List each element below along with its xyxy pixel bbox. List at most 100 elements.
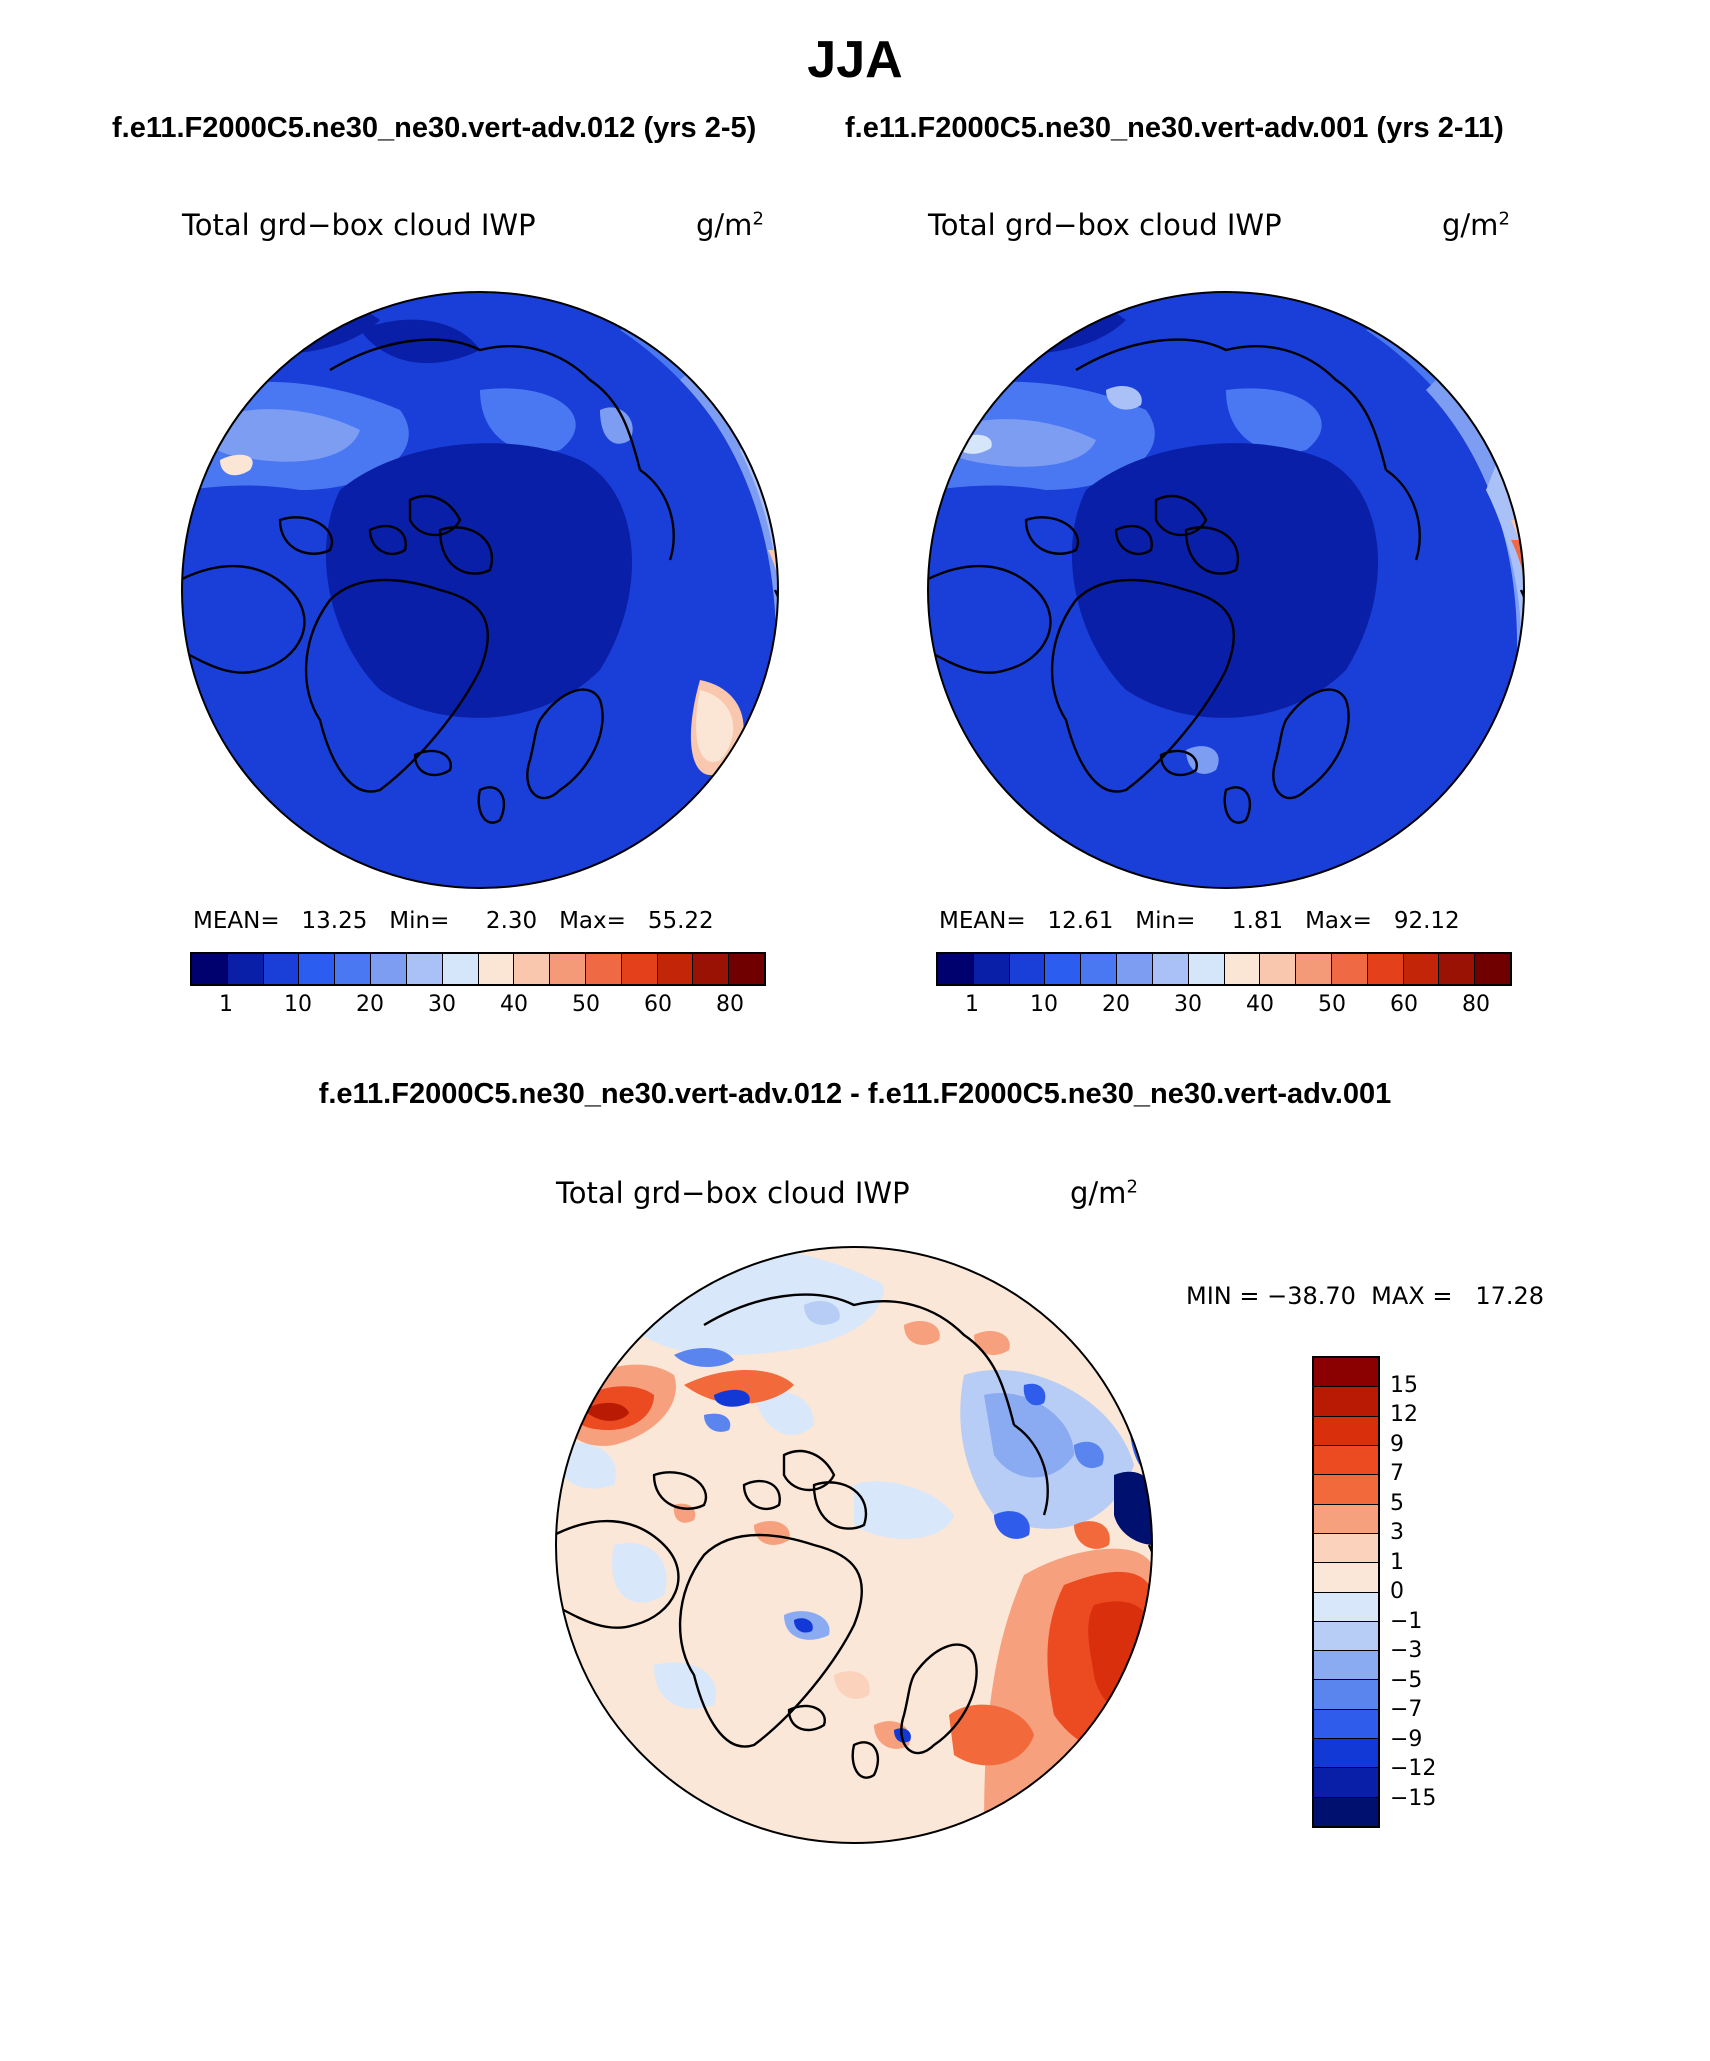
panel2-units-label: g/m2 [1442, 208, 1510, 242]
panel3-colorbar-tick-label: 1 [1390, 1549, 1404, 1575]
panel1-map [181, 291, 779, 889]
panel3-colorbar-tick-label: 12 [1390, 1402, 1418, 1427]
panel2-colorbar-swatch [1116, 954, 1152, 984]
panel3-colorbar-tick-label: −5 [1390, 1667, 1423, 1693]
diff-title: f.e11.F2000C5.ne30_ne30.vert-adv.012 - f… [318, 1078, 1392, 1110]
panel1-variable-label: Total grd−box cloud IWP [182, 208, 536, 242]
panel1-colorbar-tick-label: 50 [572, 992, 600, 1017]
panel2-colorbar-swatch [1044, 954, 1081, 984]
panel2-colorbar-tick-label: 80 [1462, 992, 1490, 1017]
panel1-colorbar-swatch [441, 954, 478, 984]
panel3-colorbar-swatch [1314, 1358, 1378, 1387]
panel2-colorbar-swatch [1295, 954, 1331, 984]
panel2-colorbar-tick-label: 10 [1030, 992, 1058, 1017]
panel2-colorbar-swatch [972, 954, 1009, 984]
panel2-colorbar-tick-label: 1 [965, 992, 979, 1017]
panel1-colorbar-tick-label: 10 [284, 992, 312, 1017]
panel2-colorbar-tick-label: 30 [1174, 992, 1202, 1017]
panel2-colorbar-swatch [1008, 954, 1045, 984]
panel3-colorbar-ticks: 15 12 9 7 5 3 1 0 −1 −3 −5 −7 −9 −12 −15 [1390, 1356, 1470, 1828]
panel3-colorbar-swatch [1314, 1415, 1378, 1445]
panel3-colorbar-tick-label: 15 [1390, 1372, 1418, 1398]
panel1-colorbar-swatch [620, 954, 657, 984]
panel3-colorbar-swatch [1314, 1650, 1378, 1680]
case2-title: f.e11.F2000C5.ne30_ne30.vert-adv.001 (yr… [845, 112, 1504, 144]
panel2-colorbar-tick-label: 40 [1246, 992, 1274, 1017]
panel3-variable-label: Total grd−box cloud IWP [556, 1176, 910, 1210]
panel3-colorbar-swatch [1314, 1386, 1378, 1416]
panel3-colorbar [1312, 1356, 1380, 1828]
panel3-colorbar-tick-label: 9 [1390, 1431, 1404, 1457]
panel1-units-label: g/m2 [696, 208, 764, 242]
panel1-colorbar-tick-label: 60 [644, 992, 672, 1017]
case1-title: f.e11.F2000C5.ne30_ne30.vert-adv.012 (yr… [112, 112, 757, 144]
panel3-colorbar-swatch [1314, 1796, 1378, 1826]
panel3-colorbar-tick-label: −1 [1390, 1608, 1423, 1634]
panel1-colorbar-swatch [226, 954, 263, 984]
panel2-colorbar-swatch [1223, 954, 1260, 984]
panel2-colorbar-swatch [1151, 954, 1188, 984]
panel3-colorbar-tick-label: −12 [1390, 1756, 1437, 1781]
panel2-colorbar-swatch [1259, 954, 1296, 984]
panel1-colorbar-tick-label: 40 [500, 992, 528, 1017]
panel2-map [927, 291, 1525, 889]
panel3-colorbar-swatch [1314, 1562, 1378, 1592]
panel3-colorbar-tick-label: −7 [1390, 1697, 1423, 1722]
panel2-colorbar-swatch [1438, 954, 1475, 984]
panel2-colorbar-swatch [1080, 954, 1117, 984]
panel3-colorbar-swatch [1314, 1767, 1378, 1797]
panel2-colorbar-tick-label: 50 [1318, 992, 1346, 1017]
panel2-colorbar-swatch [1187, 954, 1224, 984]
panel1-colorbar [190, 952, 766, 986]
panel3-colorbar-tick-label: −3 [1390, 1638, 1423, 1663]
panel3-colorbar-swatch [1314, 1591, 1378, 1621]
panel1-colorbar-swatch [405, 954, 442, 984]
panel1-colorbar-swatch [728, 954, 764, 984]
panel3-units-label: g/m2 [1070, 1176, 1138, 1210]
panel3-colorbar-tick-label: −9 [1390, 1726, 1423, 1752]
panel2-colorbar-swatch [1474, 954, 1510, 984]
panel1-colorbar-tick-label: 1 [219, 992, 233, 1017]
panel2-colorbar-swatch [1366, 954, 1403, 984]
panel1-colorbar-swatch [549, 954, 585, 984]
panel3-colorbar-swatch [1314, 1503, 1378, 1533]
panel3-colorbar-swatch [1314, 1444, 1378, 1475]
panel3-colorbar-swatch [1314, 1532, 1378, 1563]
panel3-minmax: MIN = −38.70 MAX = 17.28 [1186, 1282, 1545, 1310]
panel1-colorbar-swatch [334, 954, 371, 984]
panel3-colorbar-tick-label: 0 [1390, 1579, 1404, 1604]
panel2-colorbar-tick-label: 20 [1102, 992, 1130, 1017]
panel2-colorbar-ticks: 1 10 20 30 40 50 60 80 [936, 992, 1512, 1022]
panel2-colorbar-swatch [1402, 954, 1439, 984]
panel1-colorbar-swatch [370, 954, 406, 984]
panel3-colorbar-swatch [1314, 1474, 1378, 1504]
panel1-colorbar-swatch [262, 954, 299, 984]
panel1-colorbar-swatch [477, 954, 514, 984]
panel1-colorbar-swatch [513, 954, 550, 984]
panel2-variable-label: Total grd−box cloud IWP [928, 208, 1282, 242]
panel1-colorbar-swatch [298, 954, 335, 984]
panel2-colorbar-tick-label: 60 [1390, 992, 1418, 1017]
panel1-colorbar-tick-label: 30 [428, 992, 456, 1017]
panel3-colorbar-swatch [1314, 1620, 1378, 1651]
panel1-colorbar-swatch [692, 954, 729, 984]
panel1-colorbar-tick-label: 20 [356, 992, 384, 1017]
panel2-colorbar [936, 952, 1512, 986]
panel1-stats: MEAN= 13.25 Min= 2.30 Max= 55.22 [193, 908, 714, 934]
panel3-colorbar-swatch [1314, 1679, 1378, 1709]
panel3-colorbar-tick-label: 7 [1390, 1461, 1404, 1486]
panel1-colorbar-swatch [584, 954, 621, 984]
season-title: JJA [807, 31, 903, 89]
panel1-colorbar-ticks: 1 10 20 30 40 50 60 80 [190, 992, 766, 1022]
panel3-colorbar-tick-label: 3 [1390, 1520, 1404, 1545]
panel3-colorbar-tick-label: 5 [1390, 1490, 1404, 1516]
panel1-colorbar-swatch [192, 954, 227, 984]
panel1-colorbar-tick-label: 80 [716, 992, 744, 1017]
panel2-stats: MEAN= 12.61 Min= 1.81 Max= 92.12 [939, 908, 1460, 934]
panel2-colorbar-swatch [938, 954, 973, 984]
panel3-map [555, 1246, 1153, 1844]
panel3-colorbar-swatch [1314, 1738, 1378, 1768]
panel2-colorbar-swatch [1330, 954, 1367, 984]
panel3-colorbar-tick-label: −15 [1390, 1785, 1437, 1811]
panel1-colorbar-swatch [656, 954, 693, 984]
